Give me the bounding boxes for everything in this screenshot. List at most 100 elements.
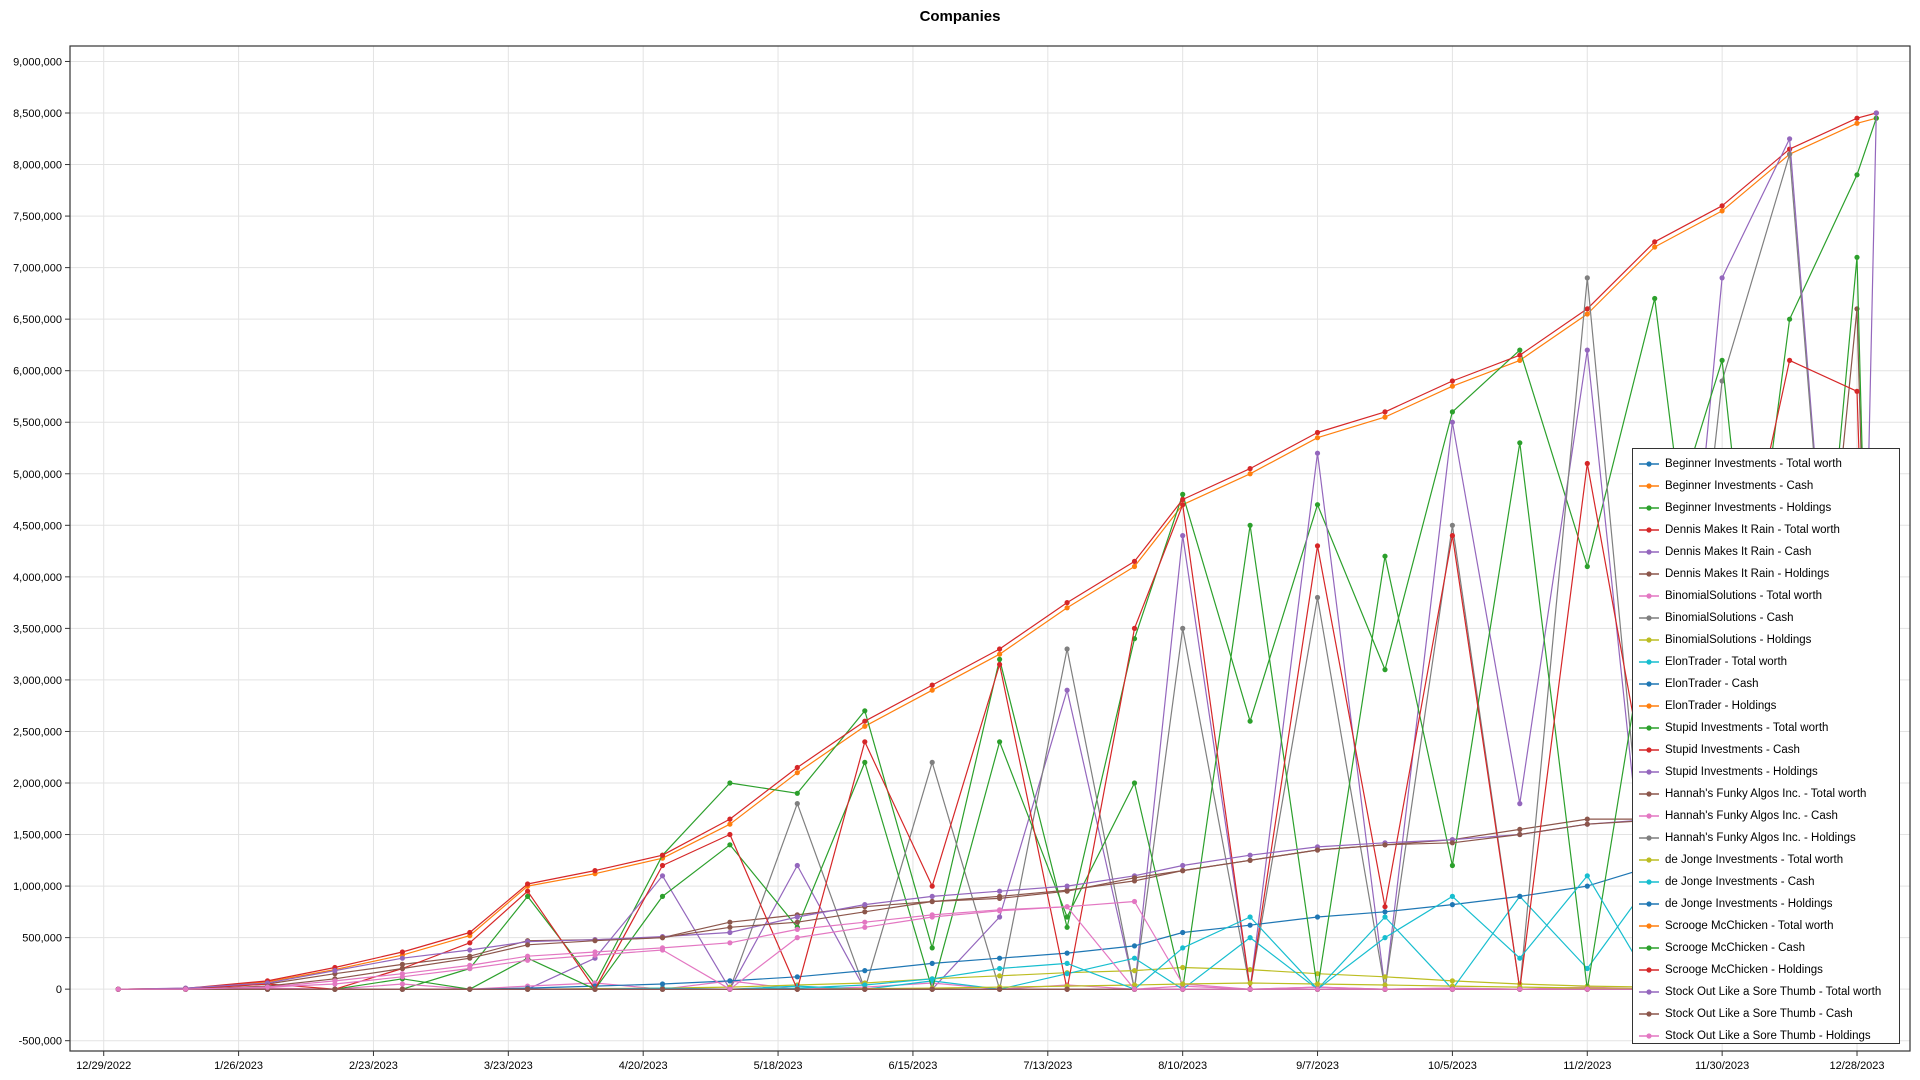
data-point: [332, 981, 338, 987]
data-point: [399, 961, 405, 968]
legend-swatch-marker: [1646, 945, 1652, 951]
legend-swatch: [1639, 703, 1659, 709]
data-point: [1247, 466, 1253, 472]
data-point: [997, 965, 1003, 972]
data-point: [1517, 955, 1523, 961]
data-point: [1064, 687, 1070, 693]
y-tick-label: 7,500,000: [13, 211, 62, 223]
data-point: [1247, 471, 1253, 477]
data-point: [592, 986, 598, 992]
legend-label: Stupid Investments - Cash: [1665, 744, 1800, 756]
data-point: [659, 935, 666, 941]
legend-swatch: [1639, 527, 1659, 533]
legend-swatch: [1639, 659, 1659, 665]
legend-item: Hannah's Funky Algos Inc. - Cash: [1639, 805, 1899, 827]
data-point: [1247, 922, 1253, 928]
data-point: [1449, 978, 1455, 984]
legend-label: Scrooge McChicken - Total worth: [1665, 920, 1834, 932]
data-point: [1584, 821, 1590, 827]
legend-item: de Jonge Investments - Cash: [1639, 871, 1899, 893]
legend-swatch: [1639, 747, 1659, 753]
data-point: [1180, 868, 1186, 874]
legend-item: Beginner Investments - Cash: [1639, 475, 1899, 497]
series-group: [115, 151, 1879, 992]
legend-label: BinomialSolutions - Holdings: [1665, 634, 1812, 646]
data-point: [1584, 563, 1590, 570]
data-point: [659, 947, 666, 953]
data-point: [1180, 502, 1186, 508]
data-point: [997, 661, 1003, 668]
legend-item: ElonTrader - Holdings: [1639, 695, 1899, 717]
legend-item: Scrooge McChicken - Cash: [1639, 937, 1899, 959]
data-point: [1314, 543, 1321, 549]
x-tick-label: 9/7/2023: [1296, 1060, 1339, 1072]
data-point: [1131, 875, 1138, 881]
data-point: [1247, 935, 1253, 941]
data-point: [1064, 914, 1070, 920]
data-point: [997, 739, 1003, 745]
legend-item: Stupid Investments - Cash: [1639, 739, 1899, 761]
x-tick-label: 12/29/2022: [76, 1060, 131, 1072]
data-point: [1517, 352, 1523, 358]
data-point: [1064, 986, 1070, 992]
data-point: [1131, 986, 1138, 992]
legend-swatch: [1639, 483, 1659, 489]
data-point: [929, 976, 935, 982]
legend-item: Dennis Makes It Rain - Cash: [1639, 541, 1899, 563]
data-point: [1584, 347, 1590, 353]
data-point: [862, 982, 868, 988]
data-point: [1719, 357, 1725, 363]
legend-swatch-marker: [1646, 549, 1652, 555]
data-point: [794, 926, 800, 933]
legend-label: de Jonge Investments - Cash: [1665, 876, 1815, 888]
data-point: [1064, 605, 1070, 611]
data-point: [1517, 826, 1523, 833]
data-point: [1180, 981, 1186, 987]
x-tick-label: 4/20/2023: [619, 1060, 668, 1072]
legend-item: Scrooge McChicken - Holdings: [1639, 959, 1899, 981]
data-point: [727, 986, 733, 992]
y-tick-label: 2,000,000: [13, 778, 62, 790]
legend-item: BinomialSolutions - Cash: [1639, 607, 1899, 629]
data-point: [1382, 982, 1388, 988]
legend-item: Scrooge McChicken - Total worth: [1639, 915, 1899, 937]
data-point: [862, 759, 868, 766]
y-tick-label: -500,000: [19, 1036, 62, 1048]
y-tick-label: 500,000: [22, 933, 62, 945]
series-line: [118, 308, 1877, 990]
data-point: [929, 960, 935, 967]
data-point: [1854, 115, 1860, 121]
legend-item: Stock Out Like a Sore Thumb - Cash: [1639, 1003, 1899, 1025]
legend-swatch-marker: [1646, 659, 1652, 665]
data-point: [659, 986, 666, 992]
data-point: [1517, 357, 1523, 363]
data-point: [862, 924, 868, 930]
legend-label: Scrooge McChicken - Cash: [1665, 942, 1805, 954]
data-point: [997, 656, 1003, 662]
legend-swatch: [1639, 835, 1659, 841]
data-point: [1131, 943, 1138, 949]
data-point: [1247, 967, 1253, 973]
legend-swatch: [1639, 989, 1659, 995]
legend-item: Stupid Investments - Holdings: [1639, 761, 1899, 783]
data-point: [1584, 275, 1590, 281]
series-line: [118, 153, 1877, 990]
series-line: [118, 359, 1877, 990]
legend-swatch: [1639, 945, 1659, 951]
data-point: [1517, 347, 1523, 353]
data-point: [862, 902, 868, 908]
data-point: [1314, 914, 1321, 920]
data-point: [1719, 275, 1725, 281]
data-point: [862, 909, 868, 915]
legend-label: Stock Out Like a Sore Thumb - Cash: [1665, 1008, 1853, 1020]
data-point: [1449, 902, 1455, 908]
data-point: [997, 908, 1003, 914]
legend-item: de Jonge Investments - Total worth: [1639, 849, 1899, 871]
data-point: [659, 852, 666, 858]
data-point: [1584, 460, 1590, 467]
data-point: [1517, 893, 1523, 900]
data-point: [525, 986, 531, 992]
data-point: [1449, 522, 1455, 528]
data-point: [1247, 852, 1253, 858]
data-point: [727, 924, 733, 930]
